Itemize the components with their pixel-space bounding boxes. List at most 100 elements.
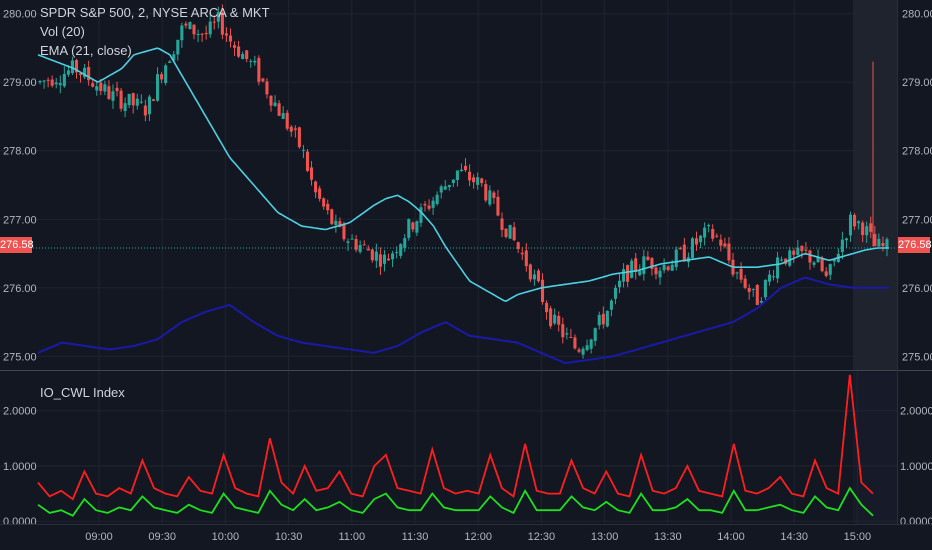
candle-body <box>844 238 848 241</box>
candle-body <box>289 126 293 132</box>
candle-body <box>642 256 646 274</box>
candle-body <box>678 248 682 250</box>
lower-pane-title[interactable]: IO_CWL Index <box>40 385 125 400</box>
candle-body <box>257 58 261 82</box>
candle-body <box>585 345 589 350</box>
candle-body <box>196 34 200 36</box>
candle-body <box>273 102 277 106</box>
symbol-title[interactable]: SPDR S&P 500, 2, NYSE ARCA & MKT <box>40 5 270 20</box>
price-tick-label-right: 275.00 <box>902 351 932 363</box>
time-tick-label: 15:00 <box>844 531 872 543</box>
candle-body <box>516 242 520 249</box>
candle-body <box>107 86 111 99</box>
candle-body <box>508 224 512 239</box>
time-tick-label: 10:00 <box>212 531 240 543</box>
candle-body <box>374 251 378 261</box>
time-tick-label: 10:30 <box>275 531 303 543</box>
candle-body <box>569 336 573 338</box>
candle-body <box>788 250 792 266</box>
price-tick-label-left: 277.00 <box>3 214 37 226</box>
candle-body <box>638 270 642 276</box>
indicator-vol-label[interactable]: Vol (20) <box>40 24 85 39</box>
candle-body <box>58 83 62 86</box>
candle-body <box>427 205 431 209</box>
candle-body <box>220 12 224 35</box>
grid <box>0 0 897 524</box>
candle-body <box>164 65 168 83</box>
price-tick-label-left: 278.00 <box>3 146 37 158</box>
candle-body <box>346 241 350 243</box>
candle-body <box>780 259 784 261</box>
price-tick-label-right: 276.00 <box>902 283 932 295</box>
candle-body <box>792 250 796 255</box>
candle-body <box>853 214 857 227</box>
candle-body <box>857 221 861 224</box>
candle-body <box>755 284 759 306</box>
candle-body <box>597 314 601 326</box>
candle-body <box>419 207 423 223</box>
candle-body <box>666 266 670 270</box>
candle-body <box>285 112 289 129</box>
candle-body <box>447 184 451 188</box>
candle-body <box>297 127 301 148</box>
candle-body <box>573 337 577 349</box>
candle-body <box>281 113 285 119</box>
axes: 09:00 09:30 10:00 10:30 11:00 11:30 12:00 12:30… <box>3 9 932 543</box>
candle-body <box>735 272 739 274</box>
candle-body <box>50 79 54 86</box>
candle-body <box>91 83 95 87</box>
index-tick-label-right: 2.0000 <box>900 406 932 418</box>
index-tick-label-left: 0.0000 <box>3 516 37 528</box>
candle-body <box>455 170 459 181</box>
candle-body <box>820 257 824 272</box>
candle-body <box>804 249 808 251</box>
vol-line <box>37 276 889 365</box>
candle-body <box>62 73 66 87</box>
time-tick-label: 09:00 <box>85 531 113 543</box>
candle-body <box>496 196 500 216</box>
candle-body <box>208 21 212 35</box>
price-tick-label-right: 279.00 <box>902 77 932 89</box>
time-tick-label: 14:30 <box>780 531 808 543</box>
candle-body <box>212 21 216 23</box>
candle-body <box>330 209 334 225</box>
candle-body <box>747 287 751 292</box>
candle-body <box>589 339 593 349</box>
candle-body <box>565 333 569 335</box>
candle-body <box>99 82 103 92</box>
candle-body <box>873 234 877 247</box>
candle-body <box>605 310 609 327</box>
price-tick-label-left: 276.00 <box>3 283 37 295</box>
candle-body <box>707 225 711 227</box>
indicator-ema-label[interactable]: EMA (21, close) <box>40 43 132 58</box>
candle-body <box>123 103 127 112</box>
time-tick-label: 11:00 <box>338 531 365 543</box>
candle-body <box>536 270 541 282</box>
candle-body <box>699 235 703 243</box>
candle-body <box>115 87 119 92</box>
candle-body <box>407 219 411 238</box>
price-tick-label-right: 278.00 <box>902 146 932 158</box>
candle-body <box>715 235 719 237</box>
candle-body <box>382 254 387 264</box>
candle-body <box>767 274 771 282</box>
candle-body <box>386 258 391 261</box>
candle-body <box>812 262 816 265</box>
candle-body <box>253 60 257 63</box>
candle-body <box>135 98 139 106</box>
candle-body <box>237 46 241 57</box>
candle-body <box>326 203 330 211</box>
candle-body <box>66 70 70 75</box>
candle-body <box>512 227 516 241</box>
candle-body <box>540 279 545 302</box>
candle-body <box>366 248 370 251</box>
candle-body <box>816 257 820 263</box>
candle-body <box>354 239 358 250</box>
candle-body <box>188 22 192 30</box>
candle-body <box>694 238 699 245</box>
index-tick-label-right: 1.0000 <box>900 461 932 473</box>
candle-body <box>443 186 447 190</box>
candle-body <box>241 54 245 60</box>
candle-body <box>111 91 115 101</box>
